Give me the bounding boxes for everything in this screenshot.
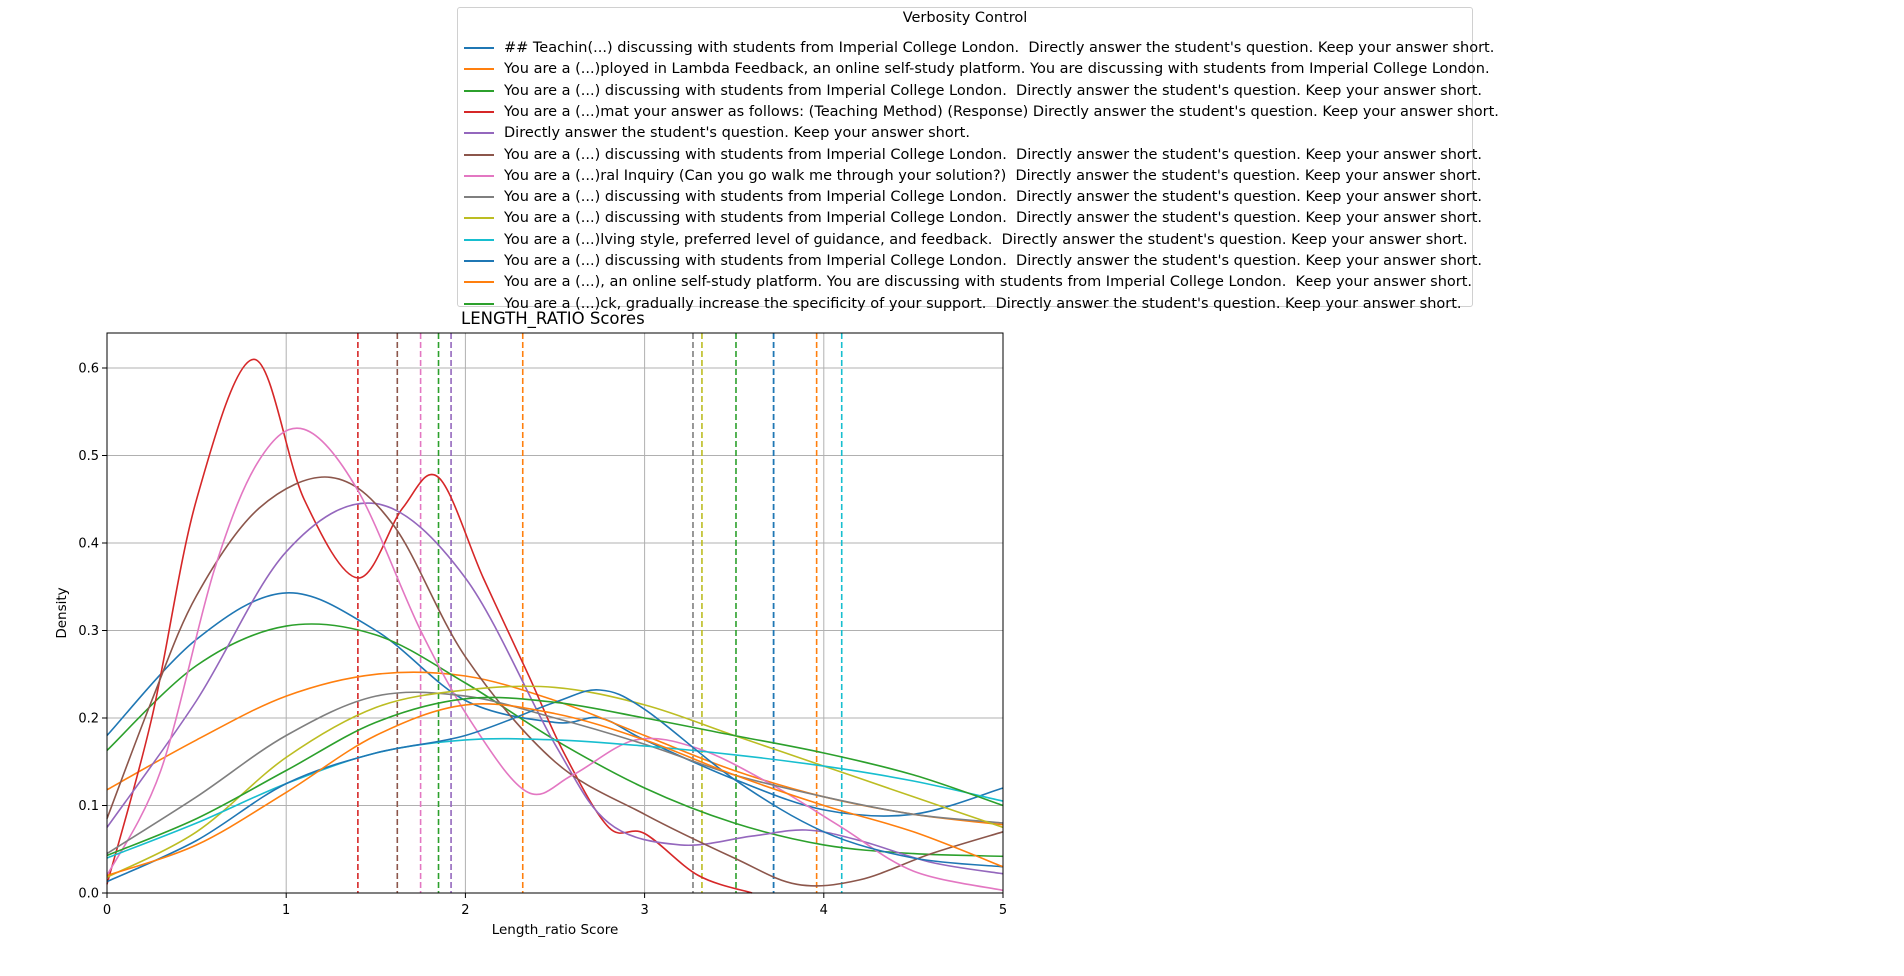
- y-tick-label: 0.6: [78, 362, 99, 377]
- x-tick-label: 1: [282, 903, 290, 918]
- legend-label: You are a (...)mat your answer as follow…: [504, 103, 1499, 120]
- series-line-9: [106, 685, 1004, 879]
- legend-label: You are a (...) discussing with students…: [504, 189, 1483, 206]
- y-tick-label: 0.1: [78, 799, 99, 814]
- x-tick-label: 0: [103, 903, 111, 918]
- mean-lines-layer: [357, 333, 843, 893]
- x-tick-label: 5: [999, 903, 1007, 918]
- series-line-10: [106, 737, 1004, 859]
- legend-label: ## Teachin(...) discussing with students…: [504, 40, 1495, 56]
- legend-entry: You are a (...)lving style, preferred le…: [462, 230, 1468, 250]
- x-axis-title: Length_ratio Score: [492, 922, 619, 938]
- legend-swatch: [464, 153, 494, 156]
- legend-entry: You are a (...) discussing with students…: [462, 81, 1482, 101]
- legend-swatch: [464, 132, 494, 135]
- y-tick-label: 0.4: [78, 537, 99, 552]
- legend: Verbosity Control ## Teachin(...) discus…: [457, 7, 1499, 312]
- y-tick-label: 0.0: [78, 887, 99, 902]
- grid-layer: [106, 333, 1004, 894]
- legend-entry: Directly answer the student's question. …: [462, 123, 970, 143]
- legend-label: You are a (...)ck, gradually increase th…: [504, 295, 1462, 312]
- legend-swatch: [464, 68, 494, 71]
- y-tick-label: 0.2: [78, 712, 99, 727]
- legend-label: You are a (...)ployed in Lambda Feedback…: [504, 61, 1490, 78]
- chart-title: LENGTH_RATIO Scores: [461, 309, 645, 329]
- legend-swatch: [464, 260, 494, 262]
- series-line-11: [106, 689, 1004, 883]
- x-tick-label: 2: [461, 903, 469, 918]
- legend-label: You are a (...) discussing with students…: [504, 210, 1483, 227]
- legend-entry: You are a (...), an online self-study pl…: [462, 272, 1472, 292]
- legend-title: Verbosity Control: [902, 10, 1028, 26]
- series-line-13: [106, 696, 1004, 857]
- legend-label: You are a (...) discussing with students…: [504, 146, 1483, 163]
- tick-layer: 0 1 2 3 4 5 0.0 0.1 0.2 0.3 0.4 0.5 0.6: [78, 362, 1007, 919]
- series-line-1: [106, 592, 1004, 817]
- legend-entry: ## Teachin(...) discussing with students…: [462, 38, 1494, 58]
- legend-label: Directly answer the student's question. …: [504, 125, 970, 142]
- legend-entry: You are a (...)mat your answer as follow…: [462, 102, 1499, 122]
- x-tick-label: 3: [640, 903, 648, 918]
- legend-entry: You are a (...) discussing with students…: [462, 208, 1482, 228]
- legend-entry: You are a (...) discussing with students…: [462, 187, 1482, 207]
- legend-label: You are a (...) discussing with students…: [504, 82, 1483, 99]
- legend-entry: You are a (...)ck, gradually increase th…: [462, 294, 1462, 314]
- legend-swatch: [464, 196, 494, 199]
- legend-swatch: [464, 302, 494, 305]
- legend-swatch: [464, 89, 494, 92]
- legend-entry: You are a (...) discussing with students…: [462, 251, 1482, 271]
- legend-swatch: [464, 238, 494, 241]
- legend-label: You are a (...)lving style, preferred le…: [504, 231, 1468, 248]
- y-axis-title: Density: [54, 587, 70, 638]
- y-tick-label: 0.5: [78, 449, 99, 464]
- legend-entry: You are a (...)ral Inquiry (Can you go w…: [462, 166, 1481, 186]
- series-line-7: [106, 427, 1004, 892]
- series-line-12: [106, 703, 1004, 877]
- legend-swatch: [464, 217, 494, 220]
- y-tick-label: 0.3: [78, 624, 99, 639]
- legend-swatch: [464, 47, 494, 49]
- series-line-2: [106, 671, 1004, 826]
- legend-entry: You are a (...) discussing with students…: [462, 145, 1482, 165]
- series-line-8: [106, 691, 1004, 855]
- x-tick-label: 4: [820, 903, 828, 918]
- series-line-5: [106, 502, 1004, 875]
- legend-swatch: [464, 110, 494, 113]
- legend-swatch: [464, 281, 494, 284]
- legend-swatch: [464, 174, 494, 177]
- legend-label: You are a (...)ral Inquiry (Can you go w…: [504, 167, 1482, 184]
- series-layer: [106, 358, 1004, 894]
- legend-entry: You are a (...)ployed in Lambda Feedback…: [462, 59, 1490, 79]
- plot-frame: [106, 332, 1004, 894]
- series-line-4: [106, 358, 753, 894]
- series-line-6: [106, 476, 1004, 887]
- legend-label: You are a (...) discussing with students…: [504, 253, 1483, 269]
- legend-label: You are a (...), an online self-study pl…: [504, 274, 1473, 291]
